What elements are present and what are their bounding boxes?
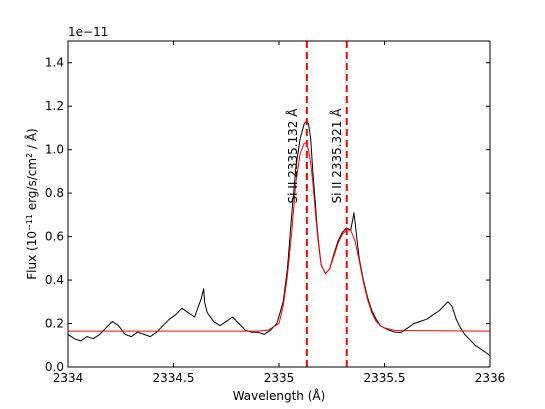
x-tick-label: 2336 xyxy=(475,371,506,385)
y-label-sq: 2 xyxy=(25,153,34,158)
y-tick-label: 0.0 xyxy=(45,360,64,374)
series-layer xyxy=(67,120,491,357)
x-tick-label: 2335 xyxy=(264,371,295,385)
x-tick-label: 2334.5 xyxy=(153,371,195,385)
x-axis-label: Wavelength (Å) xyxy=(233,388,326,403)
y-label-unit: erg/s/cm xyxy=(25,158,39,214)
y-label-flux: Flux (10 xyxy=(25,231,39,280)
x-tick-label: 2334 xyxy=(53,371,84,385)
y-tick-label: 0.6 xyxy=(45,230,64,244)
y-tick-label: 0.2 xyxy=(45,317,64,331)
x-tick-label: 2335.5 xyxy=(364,371,406,385)
y-ticks: 0.0 0.2 0.4 0.6 0.8 1.0 1.2 1.4 xyxy=(45,56,490,374)
y-label-end: / Å) xyxy=(24,128,39,153)
y-axis-label: Flux (10−11 erg/s/cm2 / Å) xyxy=(24,128,39,279)
y-tick-label: 0.4 xyxy=(45,273,64,287)
y-tick-label: 1.4 xyxy=(45,56,64,70)
y-label-exp: −11 xyxy=(25,214,34,231)
series-line-1 xyxy=(67,120,491,357)
y-tick-label: 1.0 xyxy=(45,143,64,157)
y-tick-label: 0.8 xyxy=(45,186,64,200)
offset-label: 1e−11 xyxy=(68,25,108,39)
x-ticks: 2334 2334.5 2335 2335.5 2336 xyxy=(53,41,506,385)
series-line-2 xyxy=(68,142,491,332)
line-label-1: Si II 2335.132 Å xyxy=(285,108,300,204)
line-label-2: Si II 2335.321 Å xyxy=(329,108,344,204)
y-tick-label: 1.2 xyxy=(45,99,64,113)
